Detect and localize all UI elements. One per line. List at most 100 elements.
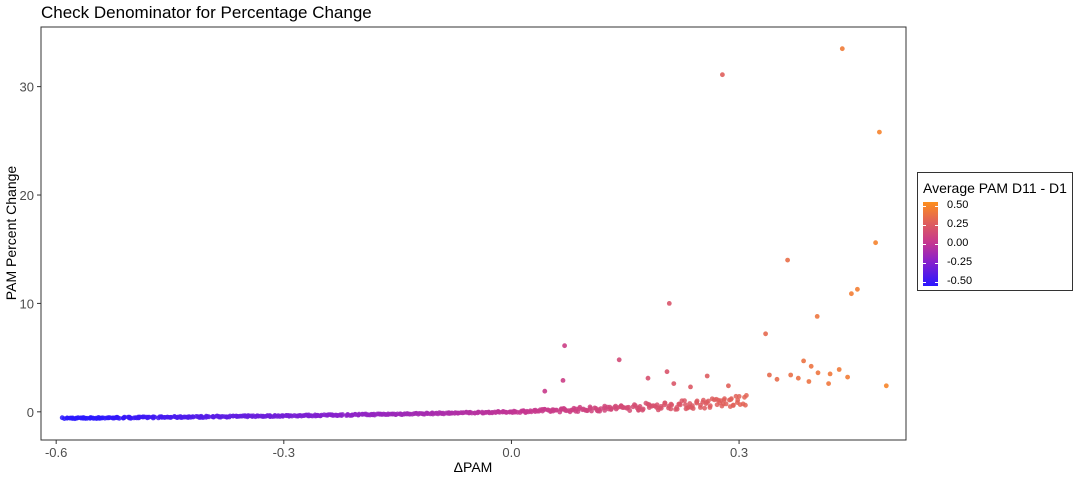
data-point xyxy=(839,46,845,52)
y-axis-label: PAM Percent Change xyxy=(3,166,19,301)
legend-tick xyxy=(935,205,938,207)
chart-title: Check Denominator for Percentage Change xyxy=(41,3,372,22)
x-axis: -0.6 -0.3 0.0 0.3 xyxy=(45,440,748,460)
data-point xyxy=(671,381,677,386)
data-point xyxy=(654,402,660,408)
x-axis-label: ΔPAM xyxy=(454,459,493,475)
data-point xyxy=(688,384,693,390)
data-point xyxy=(146,414,152,420)
data-point xyxy=(795,375,801,381)
data-point xyxy=(723,401,729,407)
data-point xyxy=(826,381,831,386)
data-point xyxy=(702,405,707,411)
legend-label: -0.25 xyxy=(947,256,973,269)
legend-label: -0.50 xyxy=(947,275,973,288)
y-tick-label: 20 xyxy=(20,188,34,203)
data-point xyxy=(420,411,426,417)
data-point xyxy=(664,369,670,375)
data-point xyxy=(763,331,768,337)
data-point xyxy=(801,358,806,364)
data-point xyxy=(589,408,594,414)
legend-tick xyxy=(935,244,938,245)
legend-label: 0.50 xyxy=(947,198,969,211)
data-point xyxy=(877,129,882,135)
legend-tick xyxy=(935,224,938,226)
data-points xyxy=(59,46,889,422)
data-point xyxy=(731,402,736,408)
plot-panel xyxy=(40,26,907,441)
data-point xyxy=(560,378,566,383)
data-point xyxy=(553,407,559,413)
data-point xyxy=(788,372,794,378)
data-point xyxy=(728,397,734,402)
data-point xyxy=(726,383,731,389)
data-point xyxy=(168,415,174,420)
data-point xyxy=(640,407,645,413)
legend-tick xyxy=(923,244,926,245)
x-tick-label: 0.0 xyxy=(502,445,520,460)
data-point xyxy=(637,404,643,409)
data-point xyxy=(587,404,593,410)
data-point xyxy=(645,375,651,381)
color-legend: Average PAM D11 - D1 0.50 0.25 0.00 -0.25 -0… xyxy=(917,172,1073,291)
data-point xyxy=(308,413,314,419)
legend-tick xyxy=(923,205,926,207)
legend-label: 0.25 xyxy=(947,217,969,230)
data-point xyxy=(666,301,672,306)
data-point xyxy=(845,374,850,380)
legend-tick xyxy=(935,263,938,265)
data-point xyxy=(743,402,748,408)
data-point xyxy=(722,396,727,402)
y-tick-label: 30 xyxy=(20,80,34,95)
data-point xyxy=(616,357,622,363)
legend-title: Average PAM D11 - D1 xyxy=(923,180,1067,196)
y-tick-label: 0 xyxy=(27,405,34,420)
data-point xyxy=(669,402,675,408)
data-point xyxy=(682,398,687,403)
legend-tick xyxy=(923,224,926,226)
data-point xyxy=(668,406,674,412)
data-point xyxy=(116,415,122,421)
data-point xyxy=(808,363,814,369)
data-point xyxy=(613,406,619,412)
legend-tick xyxy=(923,263,926,265)
y-axis: 0 10 20 30 xyxy=(20,80,41,420)
data-point xyxy=(849,291,854,297)
data-point xyxy=(883,383,889,389)
data-point xyxy=(744,393,749,398)
data-point xyxy=(674,406,680,412)
data-point xyxy=(720,72,725,78)
legend-tick xyxy=(935,282,938,284)
legend-colorbar xyxy=(923,202,938,286)
data-point xyxy=(122,414,127,420)
data-point xyxy=(678,402,683,408)
data-point xyxy=(152,414,158,420)
data-point xyxy=(694,400,700,406)
data-point xyxy=(705,398,711,404)
data-point xyxy=(767,372,772,378)
data-point xyxy=(542,388,548,394)
data-point xyxy=(704,373,710,379)
data-point xyxy=(836,367,842,372)
data-point xyxy=(806,379,812,384)
data-point xyxy=(701,397,706,403)
data-point xyxy=(74,415,80,421)
data-point xyxy=(855,286,860,292)
data-point xyxy=(873,240,878,246)
data-point xyxy=(662,400,668,406)
data-point xyxy=(815,370,821,376)
data-point xyxy=(627,408,633,413)
data-point xyxy=(827,371,833,377)
data-point xyxy=(690,406,696,411)
data-point xyxy=(190,414,196,419)
data-point xyxy=(206,414,212,420)
data-point xyxy=(707,405,713,410)
legend-label: 0.00 xyxy=(947,237,969,249)
data-point xyxy=(340,412,345,417)
legend-tick xyxy=(923,282,926,284)
data-point xyxy=(598,406,604,411)
data-point xyxy=(785,257,790,263)
data-point xyxy=(814,314,820,319)
x-tick-label: 0.3 xyxy=(730,445,748,460)
